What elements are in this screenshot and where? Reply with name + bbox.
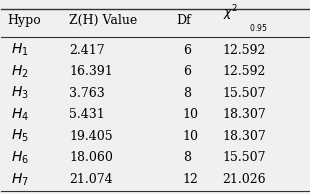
- Text: 3.763: 3.763: [69, 87, 105, 100]
- Text: 15.507: 15.507: [223, 87, 266, 100]
- Text: 19.405: 19.405: [69, 130, 113, 143]
- Text: $_{0.95}$: $_{0.95}$: [249, 23, 268, 35]
- Text: 18.060: 18.060: [69, 151, 113, 164]
- Text: 6: 6: [183, 43, 191, 56]
- Text: 21.074: 21.074: [69, 173, 113, 186]
- Text: 10: 10: [183, 108, 199, 121]
- Text: 8: 8: [183, 87, 191, 100]
- Text: 18.307: 18.307: [223, 108, 266, 121]
- Text: 2.417: 2.417: [69, 43, 104, 56]
- Text: $H_2$: $H_2$: [11, 63, 28, 80]
- Text: 12.592: 12.592: [223, 43, 266, 56]
- Text: 21.026: 21.026: [223, 173, 266, 186]
- Text: $H_3$: $H_3$: [11, 85, 29, 101]
- Text: 12.592: 12.592: [223, 65, 266, 78]
- Text: Hypo: Hypo: [7, 14, 41, 27]
- Text: 15.507: 15.507: [223, 151, 266, 164]
- Text: Df: Df: [176, 14, 191, 27]
- Text: $H_1$: $H_1$: [11, 42, 28, 58]
- Text: 16.391: 16.391: [69, 65, 113, 78]
- Text: Z(H) Value: Z(H) Value: [69, 14, 137, 27]
- Text: 18.307: 18.307: [223, 130, 266, 143]
- Text: 8: 8: [183, 151, 191, 164]
- Text: $H_7$: $H_7$: [11, 171, 29, 188]
- Text: 6: 6: [183, 65, 191, 78]
- Text: 10: 10: [183, 130, 199, 143]
- Text: 12: 12: [183, 173, 198, 186]
- Text: $\chi^2$: $\chi^2$: [223, 3, 238, 23]
- Text: $H_6$: $H_6$: [11, 150, 29, 166]
- Text: $H_4$: $H_4$: [11, 107, 29, 123]
- Text: $H_5$: $H_5$: [11, 128, 29, 144]
- Text: 5.431: 5.431: [69, 108, 105, 121]
